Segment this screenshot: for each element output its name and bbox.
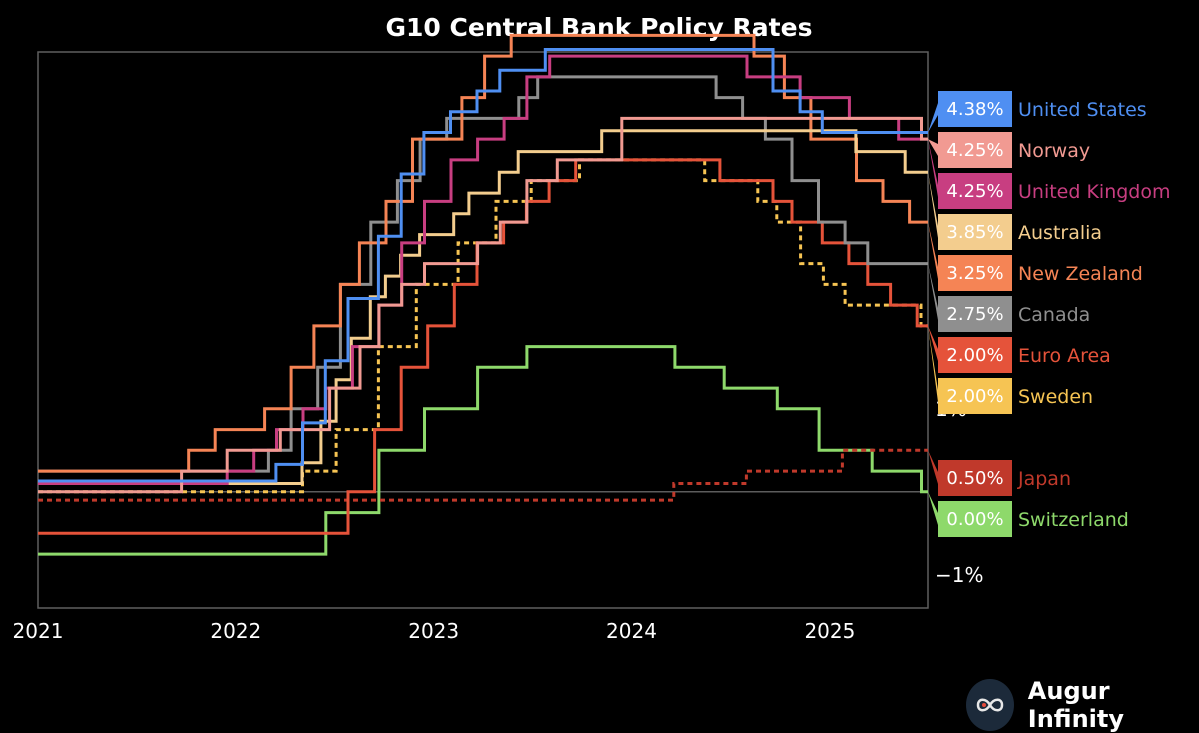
x-tick-label: 2021 xyxy=(13,619,64,643)
x-tick-label: 2023 xyxy=(408,619,459,643)
infinity-icon xyxy=(966,679,1014,731)
y-tick-label: −1% xyxy=(935,563,984,587)
x-tick-label: 2022 xyxy=(210,619,261,643)
series-line-sweden xyxy=(38,158,928,494)
value-label-euro-area: 2.00% xyxy=(946,345,1003,366)
value-label-sweden: 2.00% xyxy=(946,386,1003,407)
series-line-euro-area xyxy=(38,158,928,535)
series-name-japan: Japan xyxy=(1017,468,1071,490)
label-pointer-canada xyxy=(928,263,938,320)
series-name-euro-area: Euro Area xyxy=(1018,345,1111,367)
label-box-euro-area xyxy=(938,337,1012,373)
series-line-australia xyxy=(38,129,928,485)
value-label-new-zealand: 3.25% xyxy=(946,263,1003,284)
value-label-canada: 2.75% xyxy=(946,304,1003,325)
brand-name: Augur Infinity xyxy=(1027,677,1125,733)
label-box-canada xyxy=(938,296,1012,332)
series-name-australia: Australia xyxy=(1018,222,1102,244)
chart-title: G10 Central Bank Policy Rates xyxy=(386,13,813,42)
value-label-norway: 4.25% xyxy=(946,140,1003,161)
label-box-sweden xyxy=(938,378,1012,414)
x-axis-ticks: 2021 2022 2023 2024 2025 xyxy=(13,619,856,643)
series-line-new-zealand xyxy=(38,33,928,473)
series-line-norway xyxy=(38,116,928,494)
value-label-japan: 0.50% xyxy=(946,468,1003,489)
label-box-norway xyxy=(938,132,1012,168)
series-name-united-kingdom: United Kingdom xyxy=(1018,181,1171,203)
value-label-united-states: 4.38% xyxy=(946,99,1003,120)
series-name-new-zealand: New Zealand xyxy=(1018,263,1143,285)
series-name-canada: Canada xyxy=(1018,304,1090,326)
series-name-united-states: United States xyxy=(1018,99,1147,121)
series-name-norway: Norway xyxy=(1018,140,1090,162)
x-tick-label: 2024 xyxy=(606,619,657,643)
label-pointer-united-states xyxy=(928,103,938,133)
series-line-united-kingdom xyxy=(38,54,928,485)
label-pointer-new-zealand xyxy=(928,222,938,279)
label-box-australia xyxy=(938,214,1012,250)
label-pointer-united-kingdom xyxy=(928,139,938,197)
label-box-new-zealand xyxy=(938,255,1012,291)
label-pointer-australia xyxy=(928,172,938,238)
brand: Augur Infinity xyxy=(966,677,1199,733)
label-pointer-norway xyxy=(928,139,938,156)
value-label-switzerland: 0.00% xyxy=(946,509,1003,530)
series-name-switzerland: Switzerland xyxy=(1018,509,1129,531)
label-box-united-states xyxy=(938,91,1012,127)
legend-labels: 4.38% United States 4.25% Norway 4.25% United… xyxy=(928,91,1171,537)
label-pointer-switzerland xyxy=(928,491,938,525)
series-line-japan xyxy=(38,448,928,502)
label-pointer-euro-area xyxy=(928,325,938,361)
series-line-canada xyxy=(38,75,928,473)
value-label-australia: 3.85% xyxy=(946,222,1003,243)
label-box-united-kingdom xyxy=(938,173,1012,209)
value-label-united-kingdom: 4.25% xyxy=(946,181,1003,202)
series-line-switzerland xyxy=(38,345,928,556)
series-name-sweden: Sweden xyxy=(1018,386,1093,408)
series-line-united-states xyxy=(38,48,928,483)
plot-frame xyxy=(37,51,929,609)
series-lines xyxy=(38,33,928,556)
label-pointer-sweden xyxy=(928,325,938,402)
x-tick-label: 2025 xyxy=(804,619,855,643)
label-box-switzerland xyxy=(938,501,1012,537)
label-box-japan xyxy=(938,460,1012,496)
label-pointer-japan xyxy=(928,450,938,484)
